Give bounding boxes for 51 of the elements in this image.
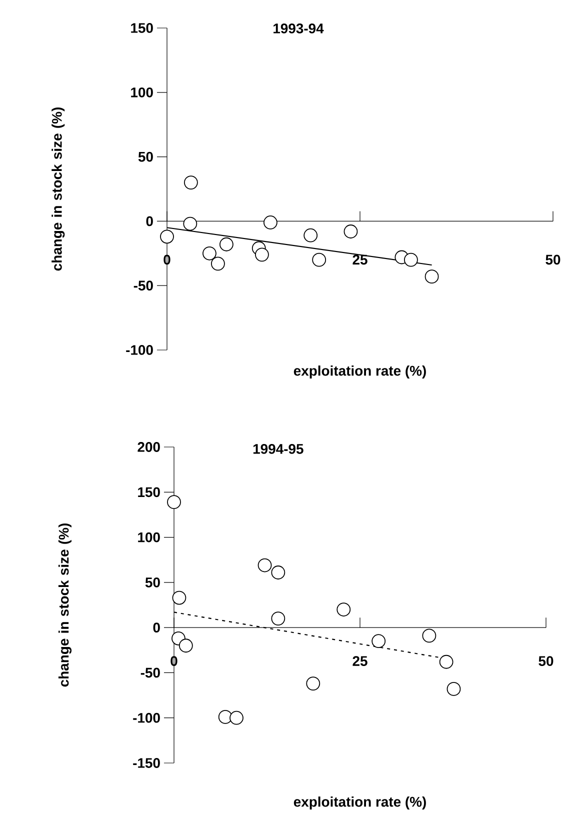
point [172,590,186,605]
y-tick-label: -150 [133,758,160,768]
point [264,216,278,230]
point [336,602,351,616]
point [422,628,436,643]
chart-title: 1994-95 [253,444,304,454]
point [258,558,272,572]
y-tick-label: -50 [140,668,160,678]
y-tick-label: 50 [138,152,153,162]
point [304,228,318,242]
y-axis-title: change in stock size (%) [52,108,65,271]
point [255,248,269,262]
point [184,176,198,190]
point [183,216,198,231]
x-axis-title: exploitation rate (%) [294,366,426,379]
point [404,252,418,267]
y-tick-label: 150 [131,23,153,33]
y-tick-label: -50 [134,280,153,291]
y-axis-title: change in stock size (%) [58,524,72,687]
y-tick-label: -100 [126,345,153,355]
point [230,710,244,725]
point [160,230,174,244]
point [344,224,358,238]
point [372,634,386,648]
chart-title: 1993-94 [274,24,324,34]
point [219,237,234,252]
point [446,682,461,696]
x-tick-label: 50 [538,656,554,666]
y-tick-label: -100 [133,712,160,723]
point [271,566,286,580]
point [167,495,181,510]
point [439,654,454,669]
point [202,246,216,260]
y-tick-label: 50 [145,577,160,588]
point [312,252,326,267]
point [211,256,225,271]
y-tick-label: 100 [131,87,153,98]
point [306,676,320,690]
point [424,270,439,284]
y-tick-label: 0 [153,622,160,633]
x-tick-label: 25 [352,254,368,265]
x-tick-label: 50 [546,254,560,265]
x-tick-label: 25 [352,656,368,666]
point [218,710,232,724]
x-axis-title: exploitation rate (%) [294,796,426,810]
y-tick-label: 100 [138,532,160,542]
y-tick-label: 150 [138,487,160,498]
point [271,612,286,626]
point [178,638,193,653]
y-tick-label: 0 [146,216,153,226]
y-tick-label: 200 [138,442,160,452]
